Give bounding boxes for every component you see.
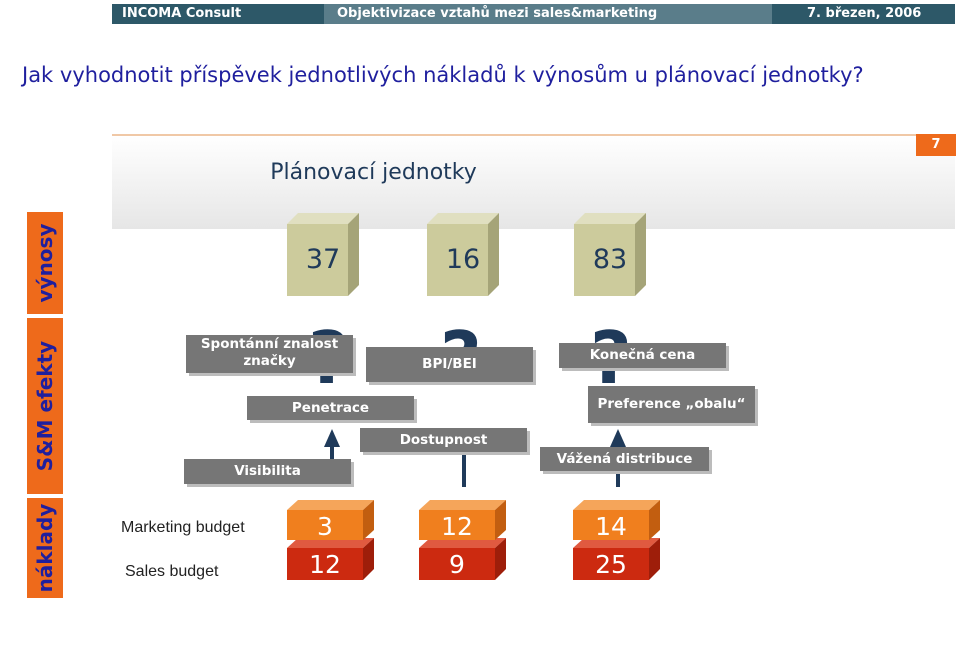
marketing-value-2: 12 xyxy=(441,512,473,541)
planning-units-panel xyxy=(112,134,955,229)
revenue-box-1 xyxy=(287,213,359,296)
slide-question: Jak vyhodnotit příspěvek jednotlivých ná… xyxy=(22,63,864,87)
header-company-block xyxy=(112,4,324,24)
side-band-revenue: výnosy xyxy=(27,212,63,314)
marketing-box-3 xyxy=(573,500,660,540)
revenue-value-1: 37 xyxy=(305,244,341,275)
sales-value-3: 25 xyxy=(595,550,627,579)
arrow-up-icon xyxy=(462,447,466,487)
revenue-value-2: 16 xyxy=(445,244,481,275)
label-weighted-distribution: Vážená distribuce xyxy=(540,447,709,471)
label-packaging-preference: Preference „obalu“ xyxy=(588,386,755,423)
slide-number: 7 xyxy=(916,134,956,156)
side-label-costs: náklady xyxy=(33,503,57,593)
sales-budget-label: Sales budget xyxy=(125,563,219,580)
sales-box-3 xyxy=(573,538,660,580)
marketing-value-3: 14 xyxy=(595,512,627,541)
label-final-price: Konečná cena xyxy=(559,343,726,368)
cost-boxes xyxy=(287,500,660,580)
sales-value-2: 9 xyxy=(449,550,465,579)
header-date: 7. březen, 2006 xyxy=(807,6,922,21)
label-brand-awareness: Spontánní znalost značky xyxy=(186,335,353,373)
sales-value-1: 12 xyxy=(309,550,341,579)
revenue-value-3: 83 xyxy=(592,244,628,275)
label-visibility: Visibilita xyxy=(184,459,351,484)
marketing-box-1 xyxy=(287,500,374,540)
side-band-effects: S&M efekty xyxy=(27,318,63,494)
company-name: INCOMA Consult xyxy=(122,6,242,21)
label-bpi: BPI/BEI xyxy=(366,347,533,382)
header-date-block xyxy=(772,4,955,24)
marketing-budget-label: Marketing budget xyxy=(121,519,245,536)
side-band-costs: náklady xyxy=(27,498,63,598)
marketing-box-2 xyxy=(419,500,506,540)
header-topic: Objektivizace vztahů mezi sales&marketin… xyxy=(337,6,658,21)
revenue-boxes xyxy=(287,213,646,296)
side-label-revenue: výnosy xyxy=(33,223,57,303)
sales-box-2 xyxy=(419,538,506,580)
revenue-box-2 xyxy=(427,213,499,296)
revenue-box-3 xyxy=(574,213,646,296)
panel-title: Plánovací jednotky xyxy=(270,160,477,185)
marketing-value-1: 3 xyxy=(317,512,333,541)
label-availability: Dostupnost xyxy=(360,428,527,452)
sales-box-1 xyxy=(287,538,374,580)
side-label-effects: S&M efekty xyxy=(33,340,57,472)
label-penetration: Penetrace xyxy=(247,396,414,420)
